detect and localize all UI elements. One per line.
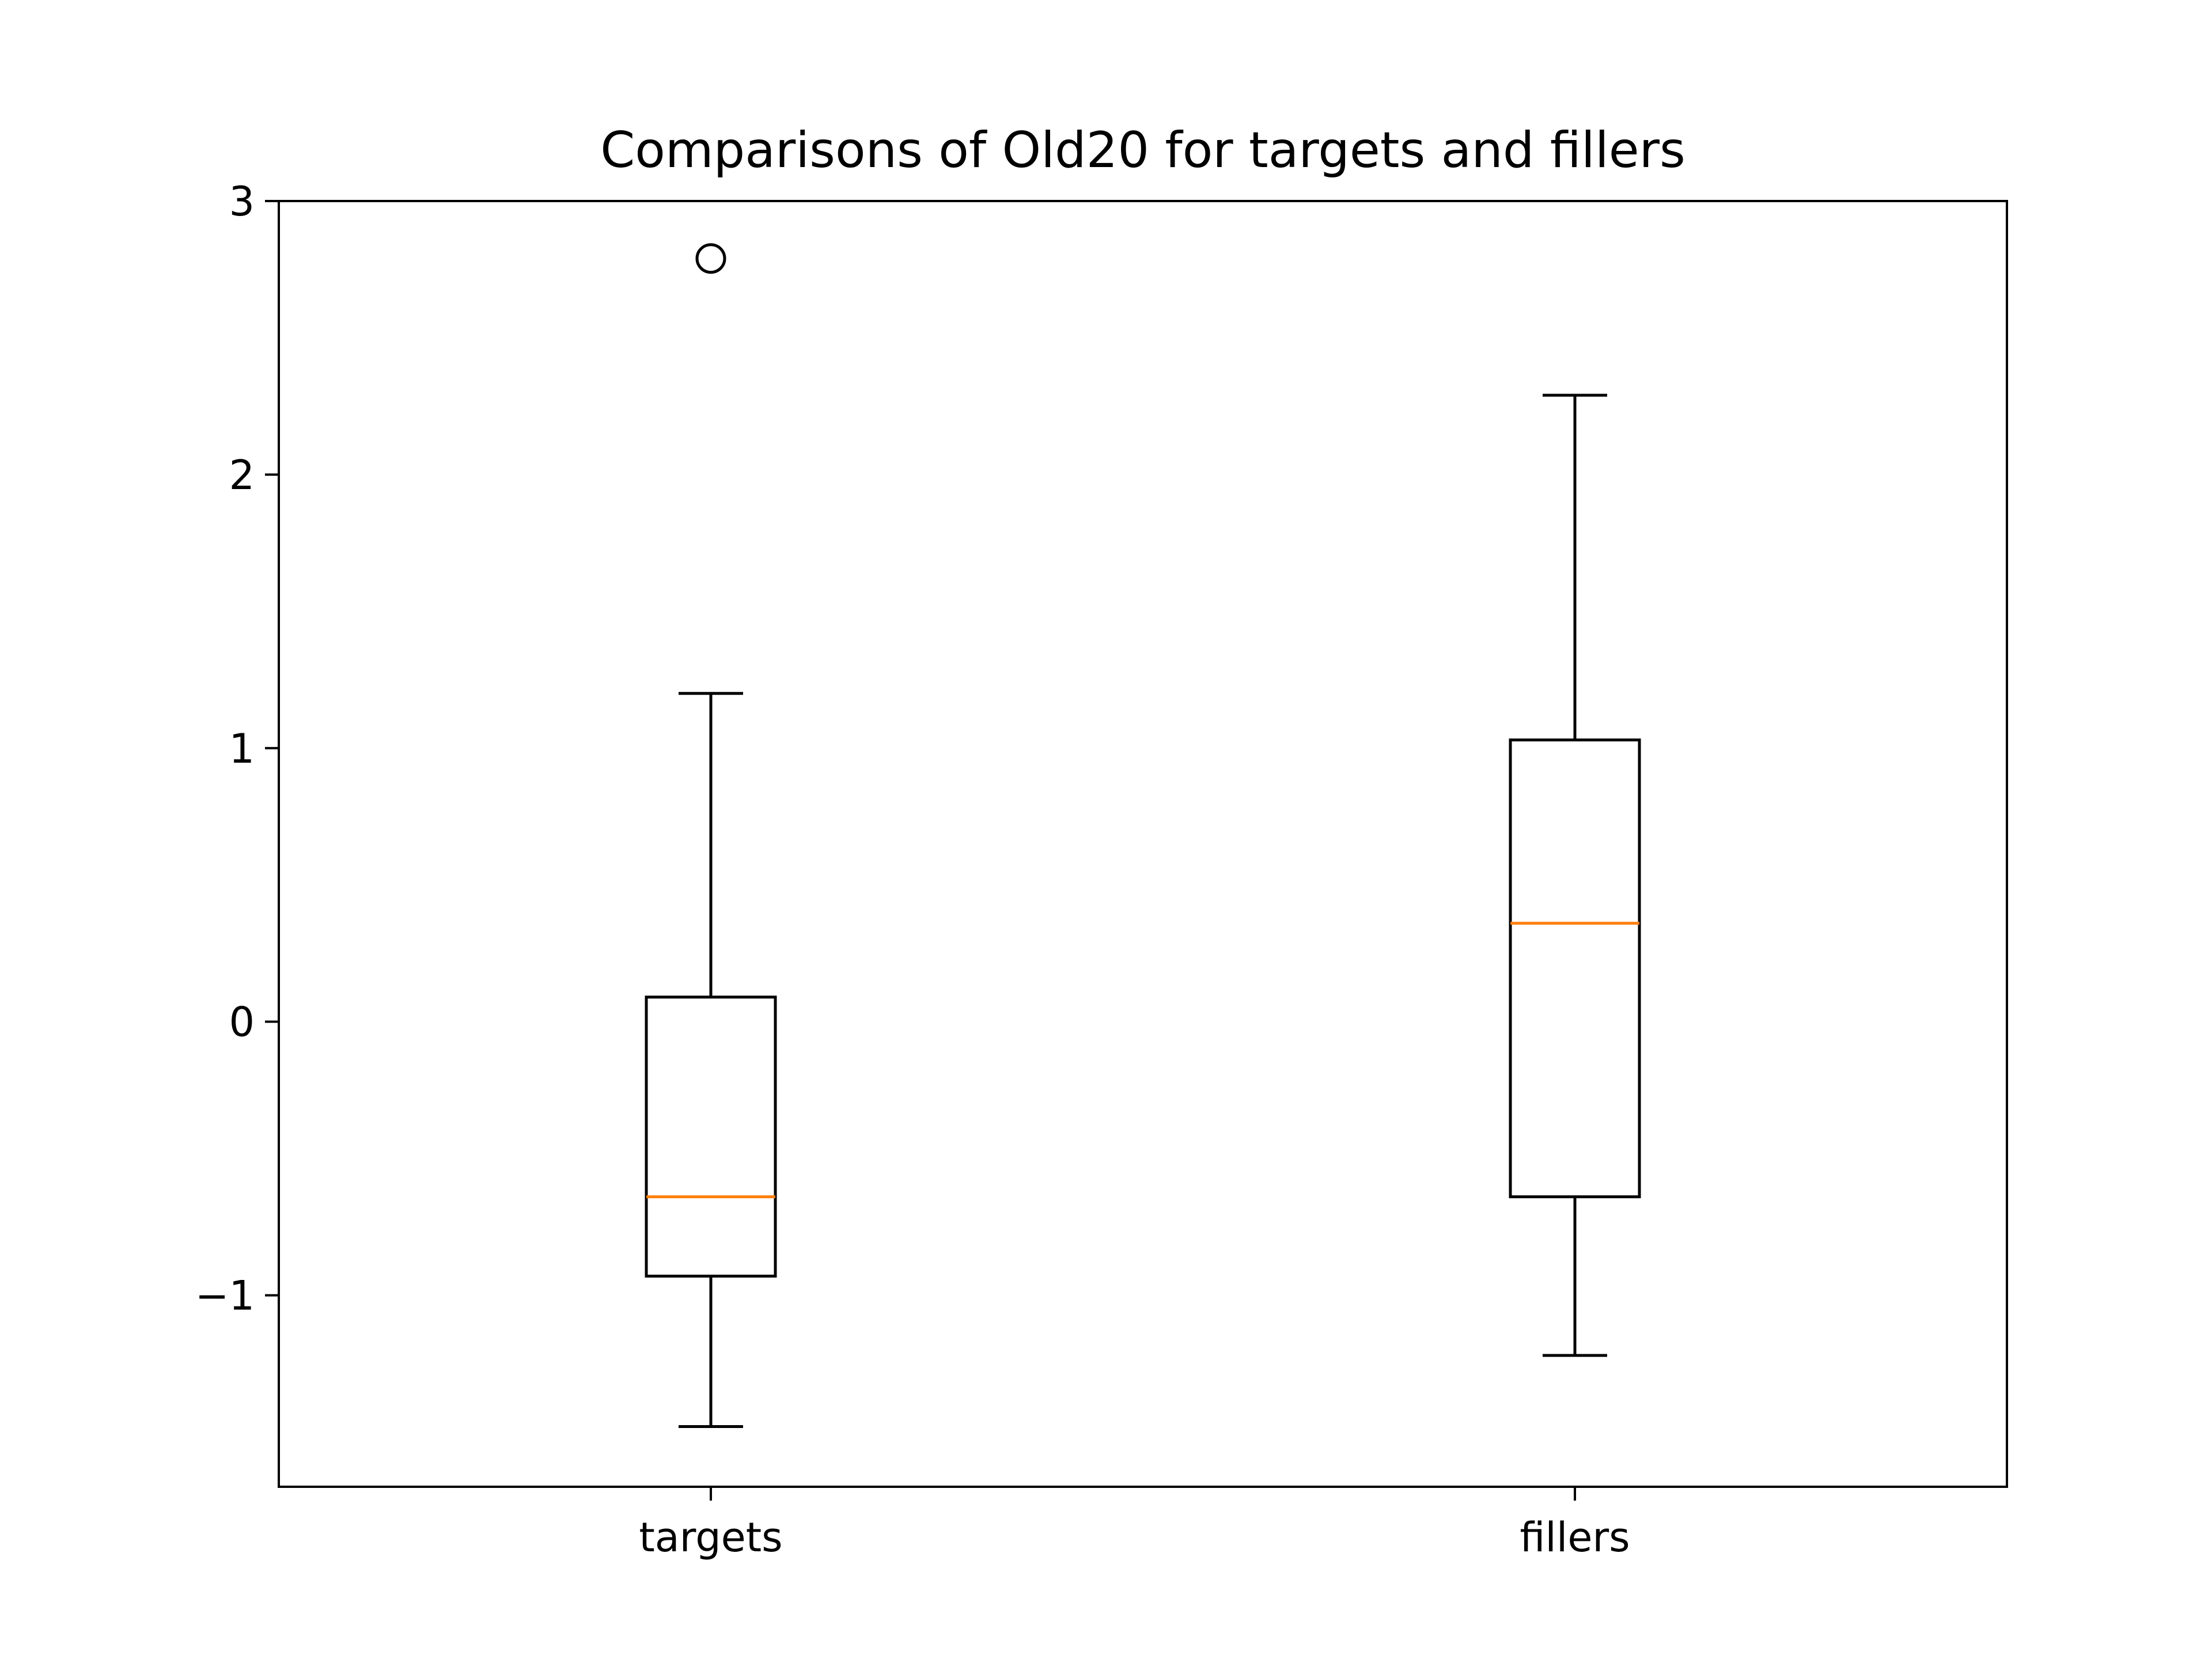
box-targets (645, 243, 777, 1429)
y-axis: −1 0 1 2 3 (195, 178, 279, 1320)
x-tick-label: fillers (1520, 1514, 1630, 1561)
x-tick-label: targets (639, 1514, 782, 1561)
axes-frame (278, 200, 2008, 1488)
plot-area (645, 243, 1641, 1429)
box-fillers (1509, 393, 1641, 1357)
outlier-point (695, 243, 726, 274)
chart-title: Comparisons of Old20 for targets and fil… (600, 122, 1685, 179)
x-axis: targets fillers (639, 1487, 1630, 1561)
y-tick-label: 2 (229, 452, 255, 499)
y-tick-label: 1 (229, 725, 255, 772)
y-tick-label: 0 (229, 999, 255, 1046)
iqr-box (645, 995, 777, 1278)
y-tick-label: −1 (195, 1272, 255, 1320)
iqr-box (1509, 738, 1641, 1199)
y-tick-label: 3 (229, 178, 255, 225)
